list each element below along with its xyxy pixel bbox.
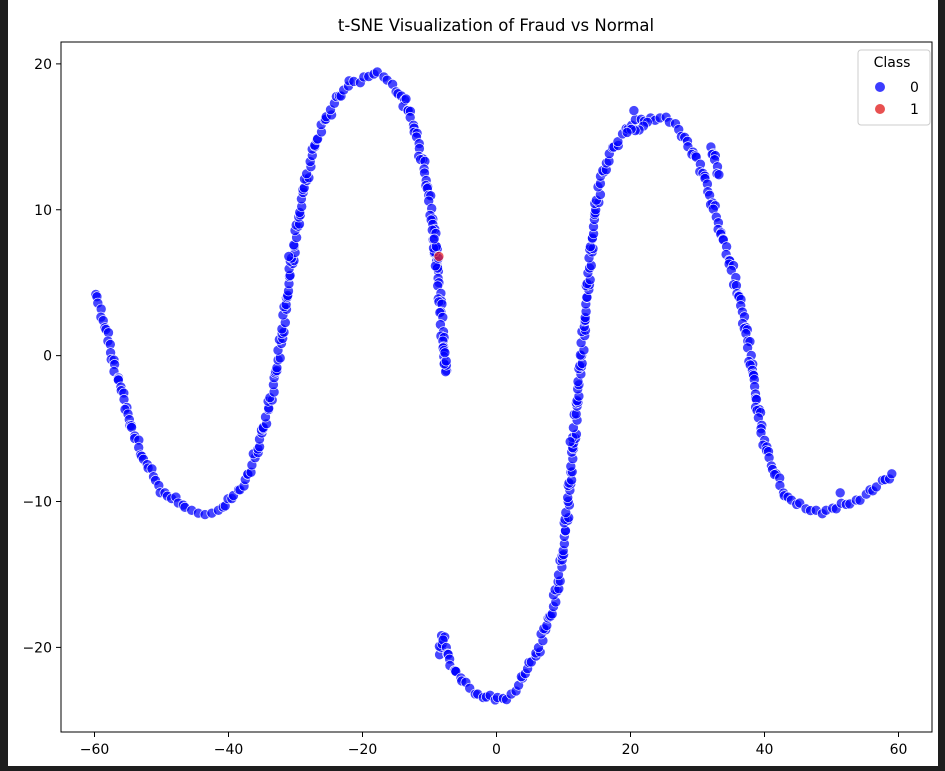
point-class-1 (433, 251, 445, 262)
legend-label-class-1: 1 (910, 102, 919, 118)
y-tick-label: 10 (34, 203, 52, 219)
chart-title: t-SNE Visualization of Fraud vs Normal (338, 16, 654, 35)
data-points (90, 66, 898, 706)
y-tick-label: −20 (22, 640, 52, 656)
point-class-0 (621, 127, 633, 138)
figure-canvas: t-SNE Visualization of Fraud vs Normal −… (8, 0, 938, 766)
scatter-chart: t-SNE Visualization of Fraud vs Normal −… (22, 16, 933, 758)
point-class-0 (612, 136, 624, 147)
point-class-0 (713, 169, 725, 180)
x-tick-label: −60 (80, 742, 110, 758)
legend-label-class-0: 0 (910, 80, 919, 96)
legend-title: Class (874, 55, 911, 71)
plot-area (60, 41, 933, 733)
point-class-0 (564, 436, 576, 448)
y-tick-label: 20 (34, 57, 52, 73)
x-tick-label: 20 (622, 742, 640, 758)
y-axis-ticks: −20 −10 0 10 20 (22, 57, 61, 656)
x-tick-label: −20 (348, 742, 378, 758)
y-tick-label: 0 (43, 349, 52, 365)
point-class-0 (428, 233, 440, 245)
point-class-0 (871, 481, 882, 493)
legend: Class 0 1 (857, 49, 931, 126)
point-class-0 (886, 468, 898, 480)
x-tick-label: 0 (492, 742, 501, 758)
x-tick-label: 60 (890, 742, 908, 758)
x-tick-label: 40 (756, 742, 774, 758)
x-tick-label: −40 (214, 742, 244, 758)
point-class-0 (834, 487, 846, 499)
x-axis-ticks: −60 −40 −20 0 20 40 60 (80, 732, 908, 758)
legend-marker-class-0 (875, 82, 885, 92)
legend-marker-class-1 (875, 104, 885, 114)
point-class-0 (628, 105, 640, 116)
y-tick-label: −10 (22, 495, 52, 511)
point-class-0 (400, 93, 412, 105)
point-class-0 (283, 251, 295, 262)
point-class-0 (439, 347, 451, 359)
